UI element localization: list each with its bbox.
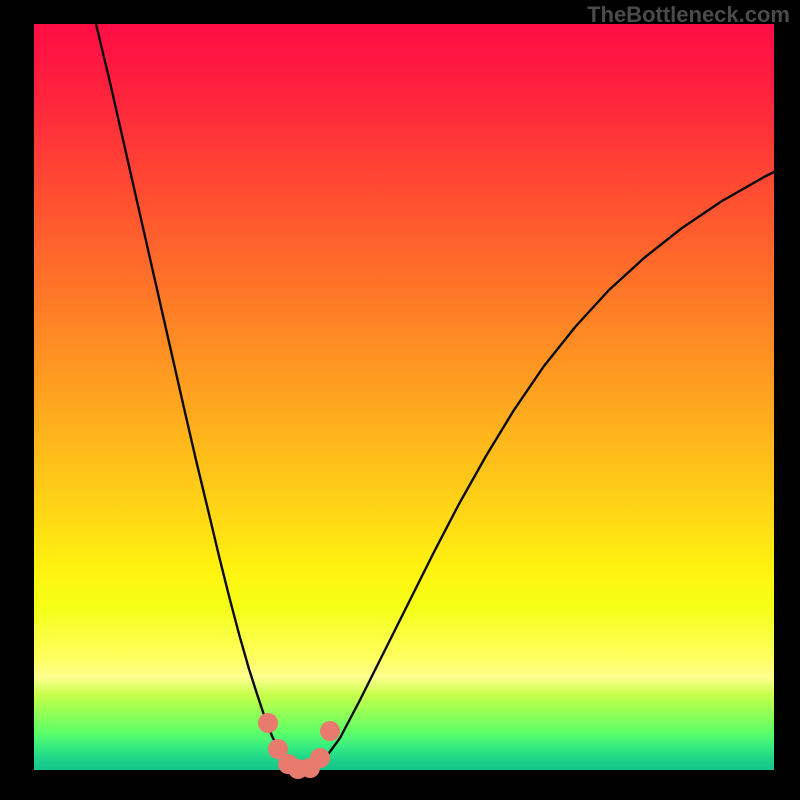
curve-marker [310,748,330,768]
curve-marker [258,713,278,733]
chart-root: TheBottleneck.com [0,0,800,800]
curve-marker [320,721,340,741]
chart-svg [0,0,800,800]
plot-area [34,24,774,770]
